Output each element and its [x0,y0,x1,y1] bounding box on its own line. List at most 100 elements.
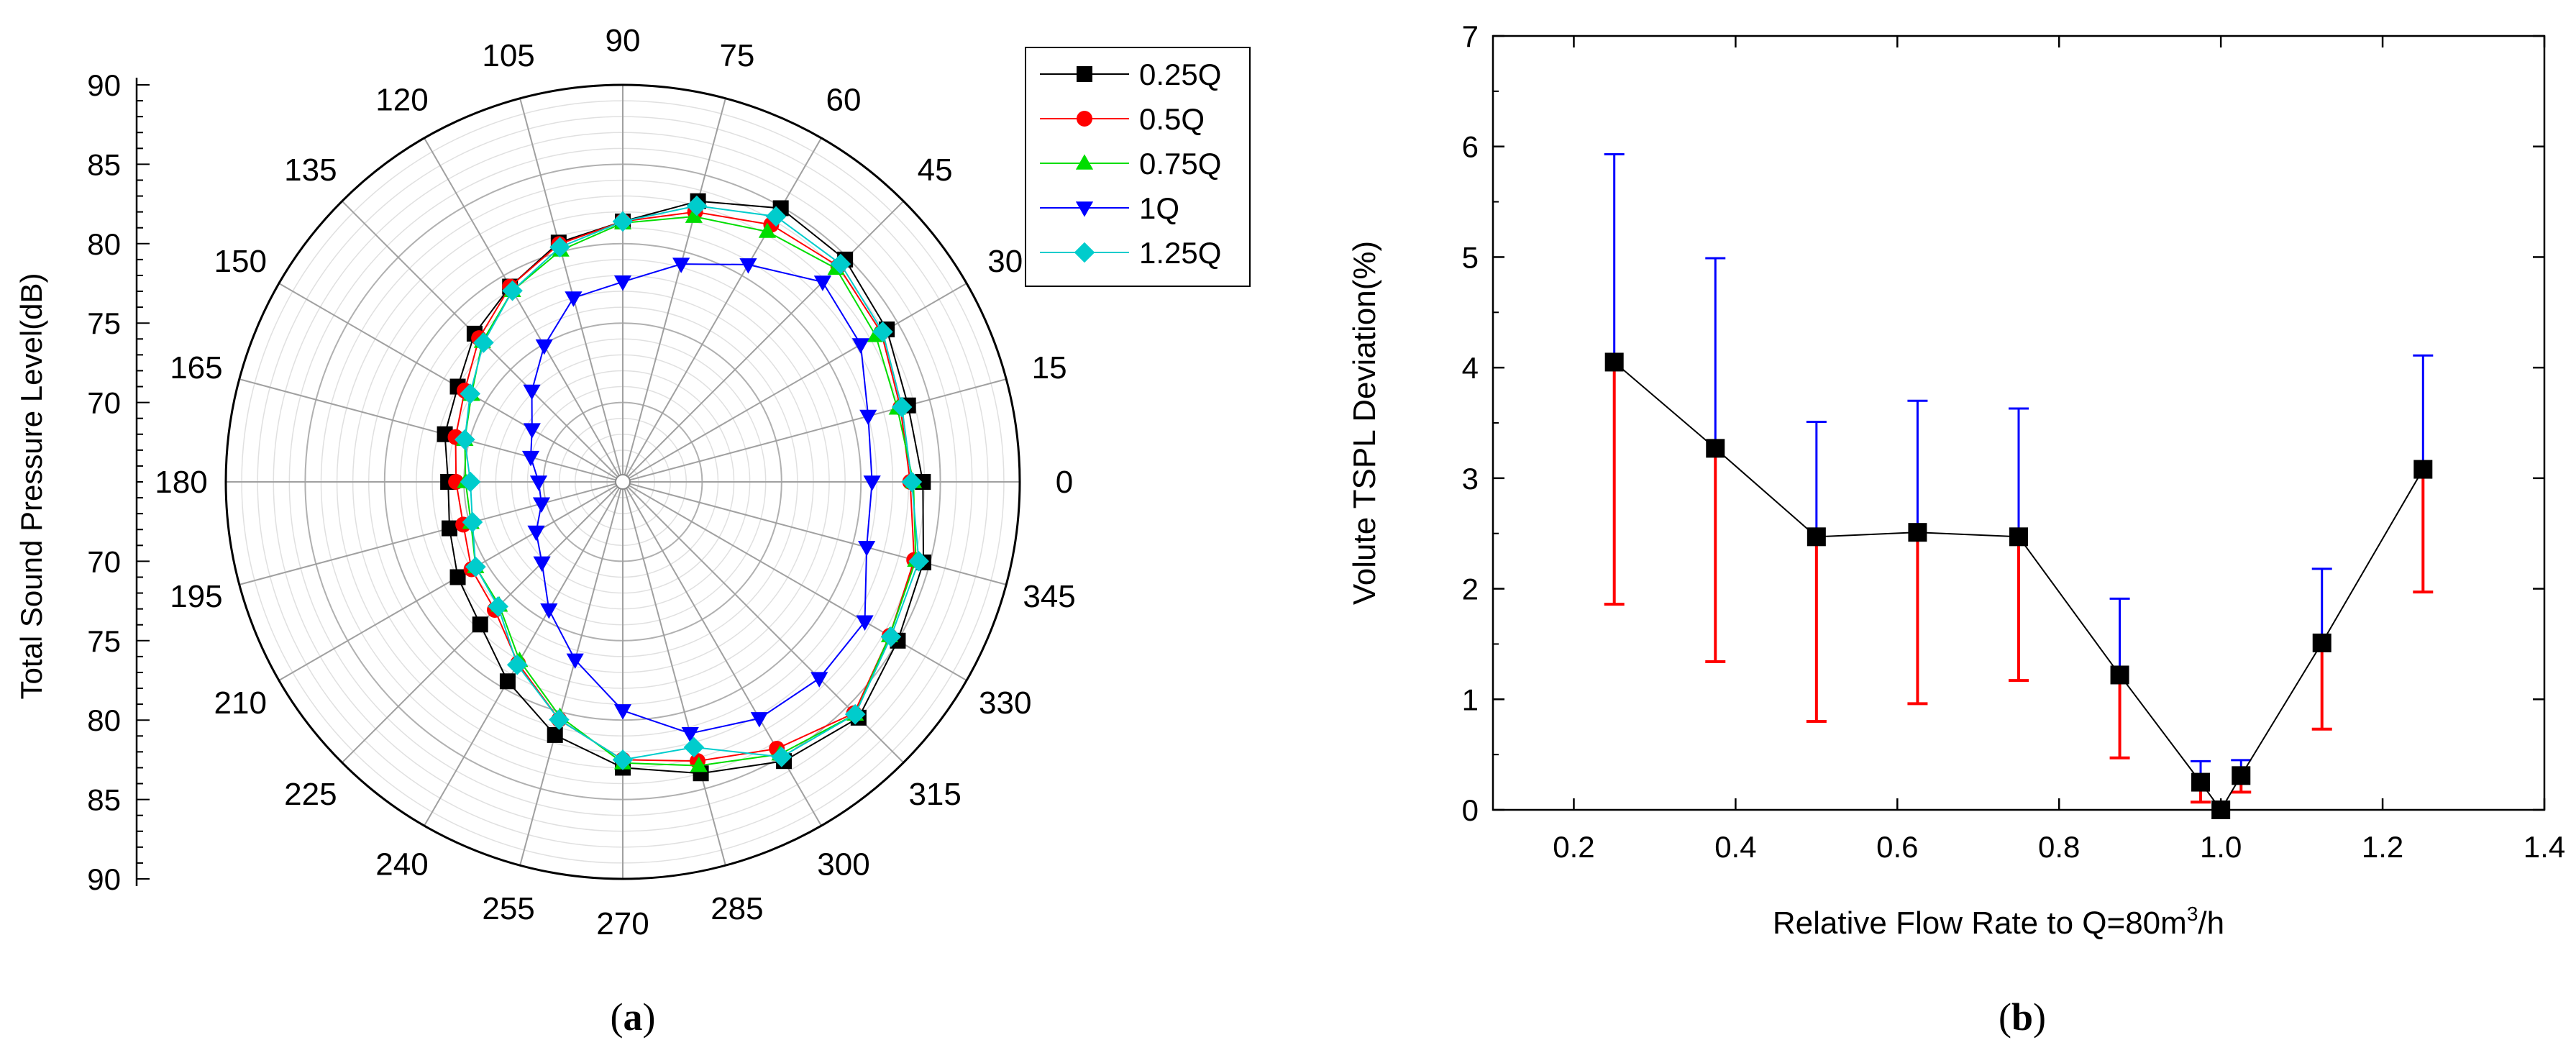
polar-radial-axis: 90 90 85 85 80 80 75 75 70 70 [87,68,150,896]
angle-label: 210 [214,685,267,721]
b-xlabel-suffix: /h [2198,906,2224,941]
data-point [1605,352,1624,371]
x-tick-label: 1.0 [2200,830,2242,864]
data-point [2191,773,2210,792]
error-bars [1604,154,2434,802]
angle-label: 240 [375,847,428,882]
data-point [500,673,516,689]
angle-label: 135 [284,152,337,188]
data-point [1807,527,1826,546]
angle-label: 300 [817,847,869,882]
y-tick-label: 6 [1462,130,1479,164]
data-point [450,569,466,585]
radial-tick-label: 75 [87,306,121,340]
data-point [442,521,457,537]
legend-label: 0.25Q [1139,58,1221,91]
b-xlabel: Relative Flow Rate to Q=80m3/h [1773,903,2224,941]
x-tick-label: 0.2 [1553,830,1594,864]
x-tick-label: 0.4 [1714,830,1756,864]
radial-tick-label: 90 [87,68,121,102]
angle-label: 90 [606,23,641,58]
b-xlabel-sup: 3 [2187,903,2198,925]
y-tick-label: 5 [1462,240,1479,274]
angle-label: 0 [1056,465,1073,500]
polar-chart: 0 15 30 45 60 75 90 105 120 135 150 165 180 195 210 225… [14,23,1250,1039]
grid-spoke [623,99,726,482]
data-point [852,338,869,353]
radial-tick-label: 85 [87,783,121,817]
b-ylabel: Volute TSPL Deviation(%) [1347,241,1382,605]
legend: 0.25Q 0.5Q 0.75Q 1Q 1.25Q [1026,47,1250,286]
angle-label: 45 [918,152,953,188]
grid-spoke [239,482,623,585]
x-tick-label: 0.6 [1876,830,1918,864]
grid-spoke [239,379,623,482]
legend-marker [1077,66,1092,82]
data-point [524,423,541,438]
data-point [2009,527,2028,546]
data-point [2313,634,2331,652]
radial-tick-label: 80 [87,703,121,737]
angle-label: 315 [908,777,961,812]
data-point [2211,800,2230,819]
angle-label: 180 [155,465,207,500]
panel-label-a: (a) [611,995,656,1039]
grid-spoke [623,482,726,865]
legend-label: 0.75Q [1139,147,1221,181]
grid-spoke [623,482,1006,585]
axis-ticks: 0.2 0.4 0.6 0.8 1.0 1.2 1.4 0 1 2 3 4 5 6 7 [1462,19,2566,864]
data-point [2111,665,2129,684]
angle-label: 195 [170,579,222,614]
angle-label: 225 [284,777,337,812]
data-point [460,472,481,493]
angle-label: 105 [482,38,534,73]
polar-ylabel: Total Sound Pressure Level(dB) [14,273,48,700]
legend-label: 1Q [1139,191,1179,225]
data-point [2232,766,2250,785]
errorbar-chart: 0.2 0.4 0.6 0.8 1.0 1.2 1.4 0 1 2 3 4 5 6 7 Volute TSP… [1347,19,2565,1039]
radial-tick-label: 75 [87,624,121,658]
data-point [472,616,488,632]
series-line [531,264,872,734]
figure: 0153045607590105120135150165180195210225… [0,0,2576,1040]
y-tick-label: 7 [1462,19,1479,53]
legend-label: 1.25Q [1139,236,1221,270]
angle-label: 255 [482,891,534,926]
data-point [530,475,547,491]
radial-tick-label: 80 [87,227,121,261]
radial-tick-label: 70 [87,544,121,578]
data-point [549,709,570,730]
angle-label: 165 [170,350,222,386]
panel-label-b: (b) [1999,995,2046,1039]
angle-label: 120 [375,82,428,117]
radial-tick-label: 70 [87,386,121,420]
x-tick-label: 1.4 [2524,830,2565,864]
legend-label: 0.5Q [1139,102,1205,136]
x-tick-label: 0.8 [2038,830,2080,864]
y-tick-label: 4 [1462,351,1479,385]
grid-spoke [623,379,1006,482]
angle-label: 330 [979,685,1031,721]
data-point [2413,460,2432,479]
data-point [1706,439,1725,457]
angle-label: 345 [1023,579,1075,614]
data-point [547,727,563,743]
angle-label: 270 [596,906,649,941]
y-tick-label: 2 [1462,573,1479,606]
angle-label: 30 [987,244,1023,279]
center-point [616,475,630,489]
y-tick-label: 3 [1462,462,1479,496]
data-point [540,603,557,619]
y-tick-label: 0 [1462,793,1479,827]
x-tick-label: 1.2 [2362,830,2403,864]
angle-label: 75 [719,38,754,73]
legend-marker [1077,111,1092,127]
radial-tick-label: 85 [87,147,121,181]
angle-label: 15 [1032,350,1067,386]
data-point [864,475,881,491]
angle-label: 285 [711,891,763,926]
radial-tick-label: 90 [87,862,121,896]
angle-label: 150 [214,244,267,279]
b-xlabel-main: Relative Flow Rate to Q=80m [1773,906,2187,941]
data-point [1908,523,1927,542]
